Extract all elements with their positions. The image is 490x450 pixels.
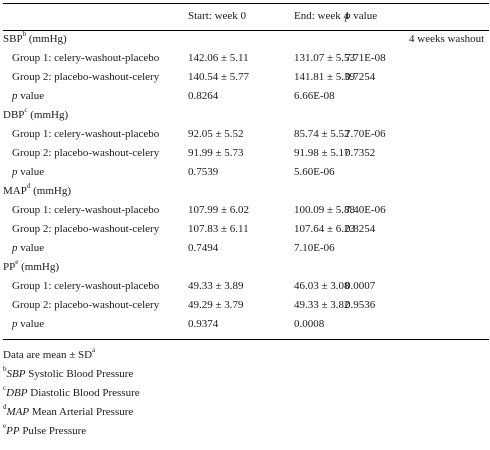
section-sup: c — [24, 106, 28, 115]
section-title: PPe (mmHg) — [3, 258, 188, 277]
header-start: Start: week 0 — [188, 10, 247, 22]
table-header-rule — [3, 30, 489, 31]
p-value: 0.7254 — [345, 71, 376, 83]
end-p-value: 0.0008 — [294, 318, 325, 330]
header-end: End: week 4 — [294, 10, 349, 22]
group-label: Group 1: celery-washout-placebo — [12, 52, 160, 64]
table-row: Group 1: celery-washout-placebo 107.99 ±… — [3, 201, 489, 220]
group-label: Group 1: celery-washout-placebo — [12, 128, 160, 140]
table-row: p value 0.7539 5.60E-06 — [3, 163, 489, 182]
end-value: 107.64 ± 6.23 — [294, 223, 356, 235]
end-value: 49.33 ± 3.82 — [294, 299, 350, 311]
p-value: 0.0007 — [345, 280, 376, 292]
section-label: SBP — [3, 33, 23, 45]
p-value: 7.71E-08 — [345, 52, 386, 64]
start-p-value: 0.7539 — [188, 166, 219, 178]
table-row: Group 2: placebo-washout-celery 107.83 ±… — [3, 220, 489, 239]
table-row: Group 2: placebo-washout-celery 140.54 ±… — [3, 68, 489, 87]
blood-pressure-table: Start: week 0 End: week 4 p value SBPb (… — [3, 3, 489, 334]
section-row-sbp: SBPb (mmHg) 4 weeks washout — [3, 30, 489, 49]
group-label: Group 2: placebo-washout-celery — [12, 147, 160, 159]
start-value: 91.99 ± 5.73 — [188, 147, 244, 159]
start-value: 107.83 ± 6.11 — [188, 223, 249, 235]
table-top-rule — [3, 3, 489, 4]
section-unit: (mmHg) — [30, 185, 71, 197]
section-title: MAPd (mmHg) — [3, 182, 188, 201]
section-sup: e — [15, 258, 19, 267]
end-p-value: 6.66E-08 — [294, 90, 335, 102]
section-label: PP — [3, 261, 16, 273]
start-value: 107.99 ± 6.02 — [188, 204, 250, 216]
start-p-value: 0.9374 — [188, 318, 219, 330]
section-unit: (mmHg) — [18, 261, 59, 273]
footnote-d: dMAP Mean Arterial Pressure — [3, 403, 134, 418]
section-unit: (mmHg) — [27, 109, 69, 121]
start-value: 49.29 ± 3.79 — [188, 299, 244, 311]
section-sup: d — [26, 182, 31, 191]
end-value: 141.81 ± 5.39 — [294, 71, 356, 83]
end-p-value: 7.10E-06 — [294, 242, 335, 254]
footnote-b: bSBP Systolic Blood Pressure — [3, 365, 134, 380]
end-p-value: 5.60E-06 — [294, 166, 335, 178]
section-label: DBP — [3, 109, 25, 121]
section-title: SBPb (mmHg) — [3, 30, 188, 49]
start-p-value: 0.8264 — [188, 90, 219, 102]
table-row: p value 0.9374 0.0008 — [3, 315, 489, 334]
table-row: Group 1: celery-washout-placebo 49.33 ± … — [3, 277, 489, 296]
section-label: MAP — [3, 185, 27, 197]
end-value: 91.98 ± 5.17 — [294, 147, 350, 159]
section-row-map: MAPd (mmHg) — [3, 182, 489, 201]
p-value: 0.8254 — [345, 223, 376, 235]
group-label: Group 1: celery-washout-placebo — [12, 204, 160, 216]
p-value: 7.40E-06 — [345, 204, 386, 216]
section-row-dbp: DBPc (mmHg) — [3, 106, 489, 125]
table-row: Group 1: celery-washout-placebo 142.06 ±… — [3, 49, 489, 68]
table-row: Group 2: placebo-washout-celery 91.99 ± … — [3, 144, 489, 163]
p-value: 0.9536 — [345, 299, 376, 311]
footnote-e: ePP Pulse Pressure — [3, 422, 87, 437]
washout-note: 4 weeks washout — [409, 33, 485, 45]
end-value: 131.07 ± 5.53 — [294, 52, 356, 64]
section-row-pp: PPe (mmHg) — [3, 258, 489, 277]
start-value: 49.33 ± 3.89 — [188, 280, 244, 292]
section-unit: (mmHg) — [26, 33, 67, 45]
group-label: Group 2: placebo-washout-celery — [12, 71, 160, 83]
start-value: 142.06 ± 5.11 — [188, 52, 249, 64]
header-p-rest: value — [350, 10, 378, 22]
header-note-blank — [409, 3, 489, 30]
section-sup: b — [22, 30, 27, 39]
p-value: 7.70E-06 — [345, 128, 386, 140]
start-value: 92.05 ± 5.52 — [188, 128, 244, 140]
group-label: Group 2: placebo-washout-celery — [12, 299, 160, 311]
end-value: 100.09 ± 5.88 — [294, 204, 356, 216]
table-bottom-rule — [3, 339, 489, 340]
table-row: Group 1: celery-washout-placebo 92.05 ± … — [3, 125, 489, 144]
group-label: Group 2: placebo-washout-celery — [12, 223, 160, 235]
header-blank — [3, 3, 188, 30]
footnote-a: Data are mean ± SDa — [3, 346, 96, 361]
p-value-label: p value — [12, 242, 45, 254]
header-p-value: p value — [345, 3, 409, 30]
header-p-italic: p — [345, 10, 351, 22]
end-value: 46.03 ± 3.08 — [294, 280, 350, 292]
section-title: DBPc (mmHg) — [3, 106, 188, 125]
p-value-label: p value — [12, 318, 45, 330]
group-label: Group 1: celery-washout-placebo — [12, 280, 160, 292]
table-row: Group 2: placebo-washout-celery 49.29 ± … — [3, 296, 489, 315]
p-value-label: p value — [12, 90, 45, 102]
start-p-value: 0.7494 — [188, 242, 219, 254]
table-row: p value 0.8264 6.66E-08 — [3, 87, 489, 106]
footnotes: Data are mean ± SDa bSBP Systolic Blood … — [3, 346, 489, 441]
table-row: p value 0.7494 7.10E-06 — [3, 239, 489, 258]
p-value-label: p value — [12, 166, 45, 178]
footnote-c: cDBP Diastolic Blood Pressure — [3, 384, 140, 399]
start-value: 140.54 ± 5.77 — [188, 71, 250, 83]
p-value: 0.7352 — [345, 147, 376, 159]
end-value: 85.74 ± 5.52 — [294, 128, 350, 140]
header-row: Start: week 0 End: week 4 p value — [3, 3, 489, 30]
